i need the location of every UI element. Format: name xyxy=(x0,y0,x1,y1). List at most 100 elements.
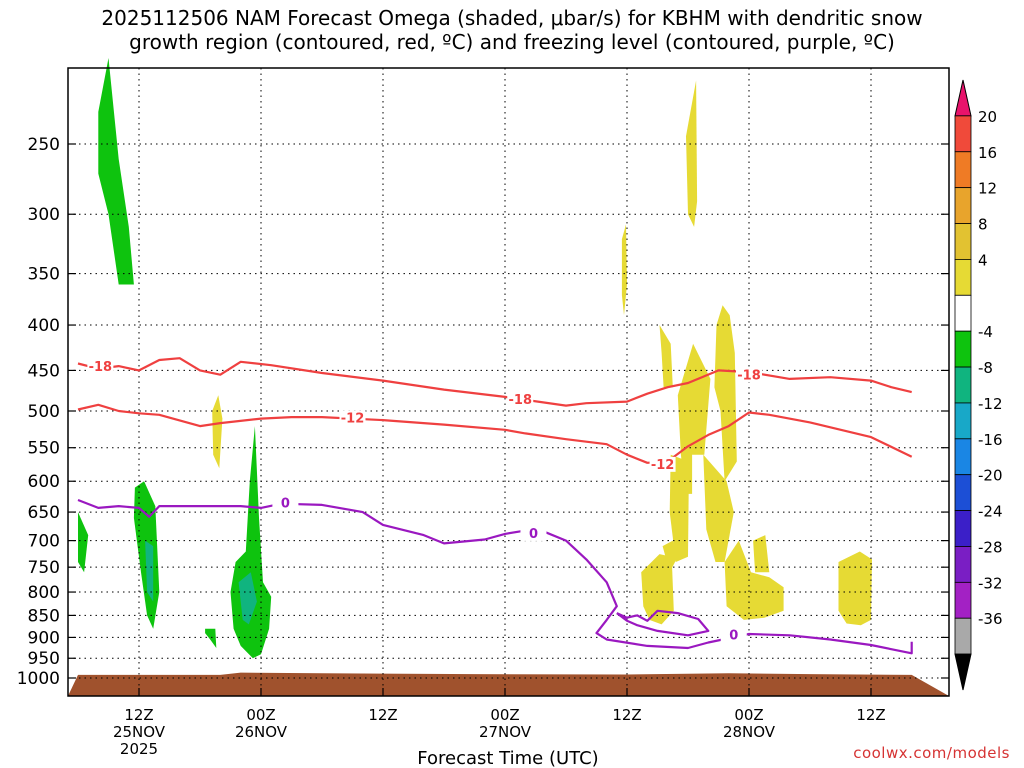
colorbar-label-13: -36 xyxy=(978,610,1003,628)
terrain-layer xyxy=(68,672,949,696)
shade-yellow-small-0 xyxy=(212,395,223,469)
contour-label-bg-6 xyxy=(520,525,547,541)
colorbar-segment-10 xyxy=(954,438,972,476)
contour-0 xyxy=(77,498,913,655)
colorbar-cap-bottom xyxy=(954,653,972,691)
shade-yellow-right-2 xyxy=(753,535,770,573)
y-tick-label-700: 700 xyxy=(28,532,60,552)
contour-label-bg-7 xyxy=(720,627,747,643)
credit-text: coolwx.com/models xyxy=(853,744,1010,762)
y-tick-label-950: 950 xyxy=(28,649,60,669)
shade-yellow-col-b xyxy=(677,343,711,494)
x-tick-label-12-2: 25NOV xyxy=(113,723,166,741)
colorbar-segment-11 xyxy=(954,474,972,511)
x-tick-label-24-2: 26NOV xyxy=(235,723,288,741)
x-tick-label-84-1: 12Z xyxy=(856,706,885,724)
contour-label-1: -18 xyxy=(509,393,533,408)
colorbar-label-8: -16 xyxy=(978,431,1003,449)
contour-label-bg-4 xyxy=(649,456,676,472)
colorbar-segment-6 xyxy=(954,294,972,332)
contour-label-0: -18 xyxy=(89,360,113,375)
y-tick-label-850: 850 xyxy=(28,606,60,626)
contour-label-bg-2 xyxy=(736,367,762,383)
title-line-1: 2025112506 NAM Forecast Omega (shaded, μ… xyxy=(101,6,923,30)
shade-green-dots xyxy=(205,628,217,648)
colorbar-label-7: -12 xyxy=(978,395,1003,413)
colorbar-label-6: -8 xyxy=(978,359,993,377)
colorbar-segment-7 xyxy=(954,330,972,368)
x-tick-label-12-1: 12Z xyxy=(124,706,153,724)
colorbar-label-11: -28 xyxy=(978,538,1003,556)
shade-yellow-mid xyxy=(641,554,674,625)
y-tick-label-650: 650 xyxy=(28,503,60,523)
colorbar-segment-5 xyxy=(954,259,972,296)
shade-teal-mid-left xyxy=(145,540,154,602)
colorbar-segment-15 xyxy=(954,617,972,655)
x-tick-label-72-2: 28NOV xyxy=(723,723,776,741)
contour-label-2: -18 xyxy=(737,369,761,384)
shade-teal-center xyxy=(238,572,257,625)
y-tick-label-400: 400 xyxy=(28,316,60,336)
shade-yellow-col-e xyxy=(703,454,734,562)
colorbar-segment-3 xyxy=(954,187,972,224)
x-tick-label-12-3: 2025 xyxy=(120,740,158,758)
shade-yellow-col-c xyxy=(714,305,737,482)
y-tick-label-800: 800 xyxy=(28,583,60,603)
colorbar-label-10: -24 xyxy=(978,503,1003,521)
colorbar-label-3: 8 xyxy=(978,216,988,234)
shade-green-center xyxy=(230,426,272,659)
contour-label-bg-5 xyxy=(272,495,299,511)
contour-label-bg-0 xyxy=(87,358,114,374)
colorbar-segment-8 xyxy=(954,366,972,404)
shade-yellow-col-a xyxy=(659,325,673,388)
terrain-band xyxy=(68,672,949,696)
y-tick-label-750: 750 xyxy=(28,558,60,578)
colorbar-label-2: 12 xyxy=(978,180,997,198)
omega-shading xyxy=(78,58,872,659)
shade-green-upper-left xyxy=(98,58,134,285)
y-tick-label-450: 450 xyxy=(28,361,60,381)
colorbar-segment-14 xyxy=(954,581,972,619)
chart-title: 2025112506 NAM Forecast Omega (shaded, μ… xyxy=(0,6,1024,54)
contour-label-7: 0 xyxy=(729,628,738,643)
y-axis-ticks: 2503003504004505005506006507007508008509… xyxy=(17,135,949,689)
x-tick-label-48-1: 00Z xyxy=(490,706,519,724)
contour-label-4: -12 xyxy=(651,458,675,473)
colorbar-label-9: -20 xyxy=(978,467,1003,485)
plot-frame xyxy=(67,67,950,697)
colorbar-segment-12 xyxy=(954,510,972,547)
colorbar-cap-top xyxy=(954,79,972,117)
x-tick-label-60-1: 12Z xyxy=(612,706,641,724)
y-tick-label-1000: 1000 xyxy=(17,669,60,689)
x-tick-label-72-1: 00Z xyxy=(734,706,763,724)
shade-yellow-right-3 xyxy=(838,551,872,626)
contour-label-5: 0 xyxy=(281,497,290,512)
y-tick-label-600: 600 xyxy=(28,472,60,492)
colorbar-label-4: 4 xyxy=(978,251,988,269)
contour-label-bg-1 xyxy=(507,392,534,408)
colorbar: 20 16 12 8 4 -4 -8 -12 -16 -20 -24 -28 -32 -36 xyxy=(954,79,1003,691)
colorbar-segment-2 xyxy=(954,151,972,189)
title-line-2: growth region (contoured, red, ºC) and f… xyxy=(129,30,895,54)
y-tick-label-300: 300 xyxy=(28,205,60,225)
colorbar-segment-13 xyxy=(954,546,972,583)
colorbar-segment-4 xyxy=(954,223,972,260)
colorbar-segment-1 xyxy=(954,115,972,153)
contour-label-6: 0 xyxy=(529,527,538,542)
x-tick-label-36-1: 12Z xyxy=(368,706,397,724)
colorbar-label-0: 20 xyxy=(978,108,997,126)
shade-yellow-spike-1 xyxy=(621,224,627,316)
contour-0-loop xyxy=(616,609,710,637)
colorbar-segment-9 xyxy=(954,402,972,440)
contour--12 xyxy=(77,403,913,464)
x-tick-label-48-2: 27NOV xyxy=(479,723,532,741)
y-tick-label-250: 250 xyxy=(28,135,60,155)
grid-lines xyxy=(68,68,949,696)
y-tick-label-350: 350 xyxy=(28,265,60,285)
contour--18 xyxy=(77,357,912,407)
contour-label-3: -12 xyxy=(341,412,365,427)
x-axis-label: Forecast Time (UTC) xyxy=(417,748,598,768)
y-tick-label-550: 550 xyxy=(28,439,60,459)
shade-green-lower-left xyxy=(78,512,89,573)
